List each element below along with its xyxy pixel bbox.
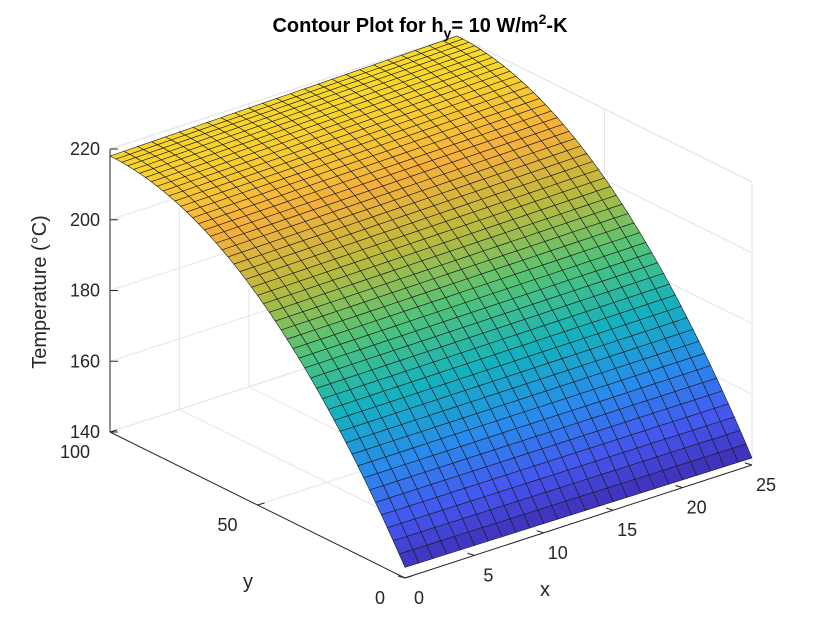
x-tick bbox=[536, 530, 544, 534]
x-tick bbox=[744, 462, 753, 466]
surface bbox=[109, 35, 753, 568]
y-axis-label: y bbox=[243, 571, 253, 593]
grid-line bbox=[109, 35, 458, 150]
y-tick bbox=[257, 502, 265, 506]
x-tick-label: 10 bbox=[548, 543, 568, 563]
x-tick bbox=[397, 575, 406, 579]
x-tick bbox=[675, 485, 683, 489]
z-tick-label: 140 bbox=[70, 422, 100, 442]
chart-title: Contour Plot for hy= 10 W/m2-K bbox=[272, 11, 568, 41]
grid-line bbox=[456, 35, 753, 183]
z-tick-label: 160 bbox=[70, 351, 100, 371]
y-tick-label: 100 bbox=[60, 442, 90, 462]
x-tick bbox=[606, 507, 614, 511]
z-tick-label: 200 bbox=[70, 210, 100, 230]
axis-labels: Contour Plot for hy= 10 W/m2-K x y Tempe… bbox=[29, 11, 568, 601]
y-tick bbox=[404, 575, 413, 579]
x-tick-label: 15 bbox=[617, 520, 637, 540]
y-tick-label: 50 bbox=[217, 515, 237, 535]
z-axis-label: Temperature (°C) bbox=[29, 215, 51, 369]
x-tick-label: 20 bbox=[687, 498, 707, 518]
z-tick-label: 220 bbox=[70, 139, 100, 159]
x-axis-line bbox=[404, 464, 753, 579]
surface-patch bbox=[731, 443, 753, 463]
x-tick-label: 0 bbox=[414, 588, 424, 608]
x-axis-label: x bbox=[540, 579, 550, 601]
z-tick-label: 180 bbox=[70, 281, 100, 301]
x-tick bbox=[467, 552, 475, 556]
x-tick-label: 5 bbox=[483, 565, 493, 585]
y-tick-label: 0 bbox=[375, 588, 385, 608]
x-tick-label: 25 bbox=[756, 475, 776, 495]
